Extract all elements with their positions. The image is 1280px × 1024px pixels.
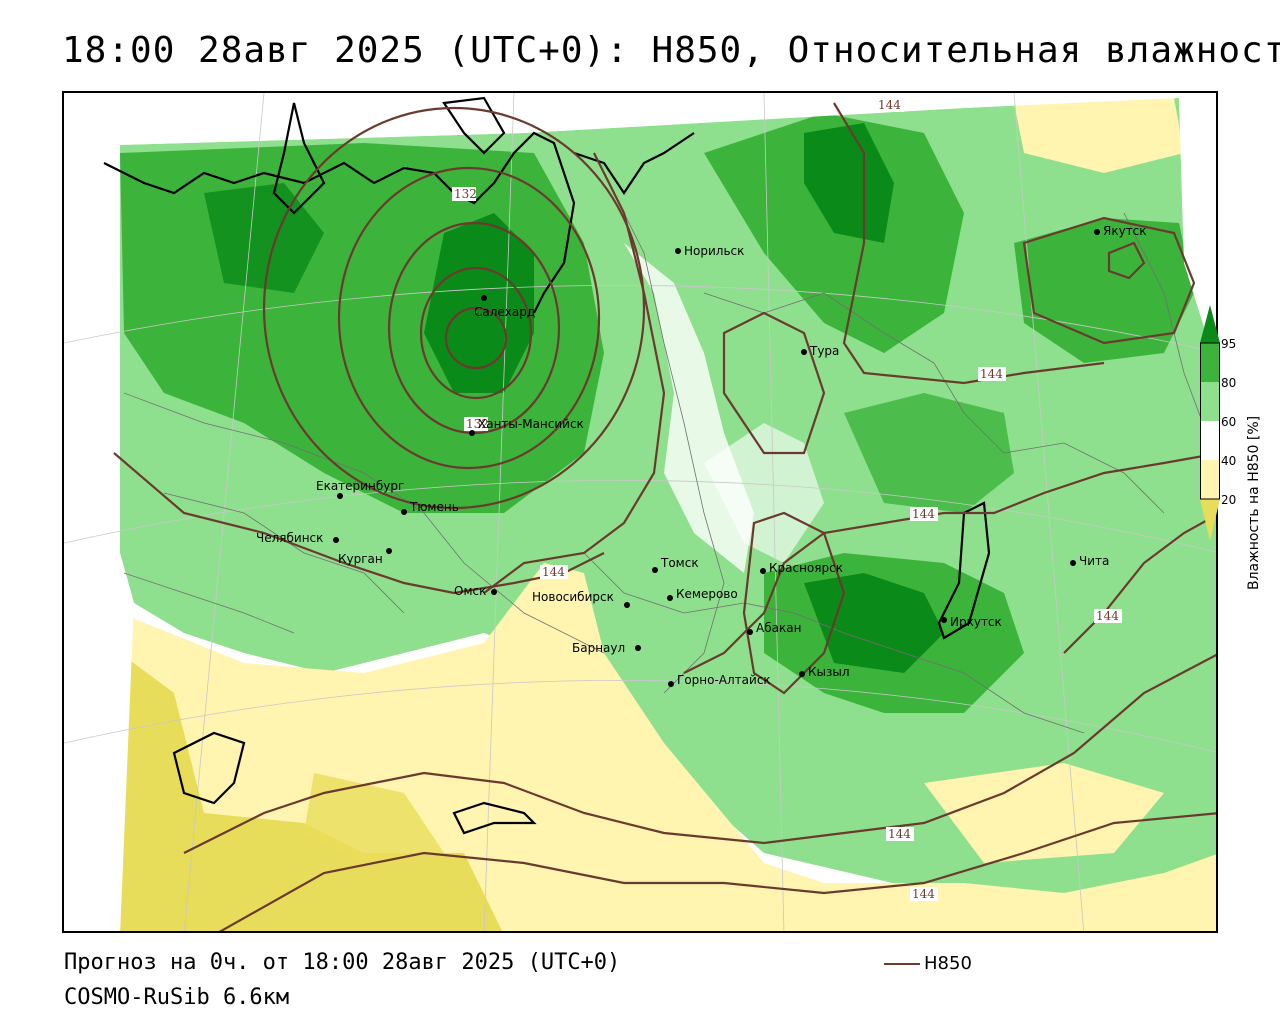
svg-text:Кызыл: Кызыл [808,665,850,679]
city-norilsk[interactable]: Норильск [675,244,744,258]
domain-outside-left [64,93,134,931]
svg-text:Салехард: Салехард [474,305,535,319]
svg-text:Новосибирск: Новосибирск [532,590,614,604]
contour-low-ring-4 [262,106,646,510]
contour-144-east [1063,513,1216,654]
svg-text:Челябинск: Челябинск [256,531,323,545]
svg-text:Чита: Чита [1079,554,1109,568]
city-yakutsk[interactable]: Якутск [1094,224,1147,238]
h850-legend-label: H850 [924,953,972,974]
colorbar [1200,305,1220,541]
city-barnaul[interactable]: Барнаул [572,641,641,655]
svg-text:Тура: Тура [809,344,839,358]
svg-text:Ханты-Мансийск: Ханты-Мансийск [478,417,584,431]
city-chelyabinsk[interactable]: Челябинск [256,531,339,545]
svg-text:Екатеринбург: Екатеринбург [316,479,404,493]
map-canvas: 144 144 144 144 144 144 144 132 132 Нори… [64,93,1216,931]
contour-144-south [183,653,1216,854]
city-irkutsk[interactable]: Иркутск [941,615,1002,629]
contour-label: 144 [878,98,901,112]
contour-label: 132 [454,187,477,201]
city-tura[interactable]: Тура [801,344,839,358]
admin-borders [123,172,1215,734]
contour-label: 144 [888,827,911,841]
city-kurgan[interactable]: Курган [338,548,392,566]
colorbar-band-40-60 [1200,421,1220,460]
humidity-area-medium-siberia [844,393,1014,513]
humidity-area-dark-salekhard [424,213,534,393]
svg-text:Томск: Томск [660,556,699,570]
colorbar-top-arrow [1200,305,1220,343]
colorbar-tick: 60 [1221,415,1237,429]
domain-outside-top [64,93,1216,145]
contour-144-north [833,102,1105,385]
contour-144-far-south [218,812,1216,931]
city-kyzyl[interactable]: Кызыл [799,665,850,679]
colorbar-title: Влажность на H850 [%] [1246,415,1262,590]
contour-label: 132 [466,417,489,431]
svg-text:Якутск: Якутск [1103,224,1147,238]
city-abakan[interactable]: Абакан [747,621,801,635]
city-kemerovo[interactable]: Кемерово [667,587,738,601]
city-salekhard[interactable]: Салехард [474,295,535,319]
humidity-area-dark-west [204,183,324,293]
dry-area-mid [924,763,1164,863]
contour-labels: 144 144 144 144 144 144 144 132 132 [452,98,1122,901]
colorbar-tick: 95 [1221,337,1237,351]
contour-low-center [444,306,508,370]
svg-text:Омск: Омск [454,584,486,598]
contour-label: 144 [1096,609,1119,623]
colorbar-bottom-arrow [1200,499,1220,541]
domain-outside-right [1179,93,1216,375]
model-name: COSMO-RuSib 6.6км [64,985,290,1010]
svg-text:Красноярск: Красноярск [769,561,843,575]
contour-144-yakutsk [1022,216,1196,345]
city-gorno-altaysk[interactable]: Горно-Алтайск [668,673,771,687]
colorbar-tick: 40 [1221,454,1237,468]
colorbar-band-80-95 [1200,343,1220,382]
colorbar-tick: 80 [1221,376,1237,390]
dry-area-dark-2 [304,773,444,863]
svg-text:Кемерово: Кемерово [676,587,738,601]
contour-label: 144 [912,887,935,901]
city-krasnoyarsk[interactable]: Красноярск [760,561,843,575]
svg-text:Горно-Алтайск: Горно-Алтайск [677,673,771,687]
city-yekaterinburg[interactable]: Екатеринбург [316,479,404,499]
svg-text:Курган: Курган [338,552,383,566]
map-panel[interactable]: 144 144 144 144 144 144 144 132 132 Нори… [62,91,1218,933]
contour-label: 144 [980,367,1003,381]
colorbar-tick: 20 [1221,493,1237,507]
svg-text:Барнаул: Барнаул [572,641,625,655]
dry-area-north-east [1014,98,1184,173]
svg-text:Тюмень: Тюмень [409,500,459,514]
city-novosibirsk[interactable]: Новосибирск [532,590,630,608]
humidity-area-dark-south [804,573,944,673]
contour-low-ring-1 [419,266,533,400]
contour-label: 144 [912,507,935,521]
contour-label: 144 [542,565,565,579]
city-chita[interactable]: Чита [1070,554,1109,568]
svg-text:Иркутск: Иркутск [950,615,1002,629]
humidity-area-dark-north [804,123,894,243]
contour-144-tura [722,311,826,455]
humidity-area-white-2 [704,423,824,563]
city-tyumen[interactable]: Тюмень [401,500,459,515]
city-khanty-mansiysk[interactable]: Ханты-Мансийск [469,417,584,436]
forecast-info: Прогноз на 0ч. от 18:00 28авг 2025 (UTC+… [64,950,621,975]
cities: Норильск Салехард Тура Якутск Ханты-Манс… [256,224,1147,687]
page-title: 18:00 28авг 2025 (UTC+0): H850, Относите… [62,30,1280,71]
dry-area-dark [120,653,503,931]
h850-legend-line [884,963,920,965]
contour-144-center [483,152,666,594]
colorbar-band-60-80 [1200,382,1220,421]
city-tomsk[interactable]: Томск [652,556,699,573]
humidity-area-medium-east [1014,218,1194,363]
svg-text:Абакан: Абакан [756,621,801,635]
contour-144-yakutsk-inner [1107,241,1146,280]
contour-low-ring-3 [337,166,601,470]
svg-text:Норильск: Норильск [684,244,744,258]
city-omsk[interactable]: Омск [454,584,497,598]
colorbar-band-20-40 [1200,460,1220,499]
